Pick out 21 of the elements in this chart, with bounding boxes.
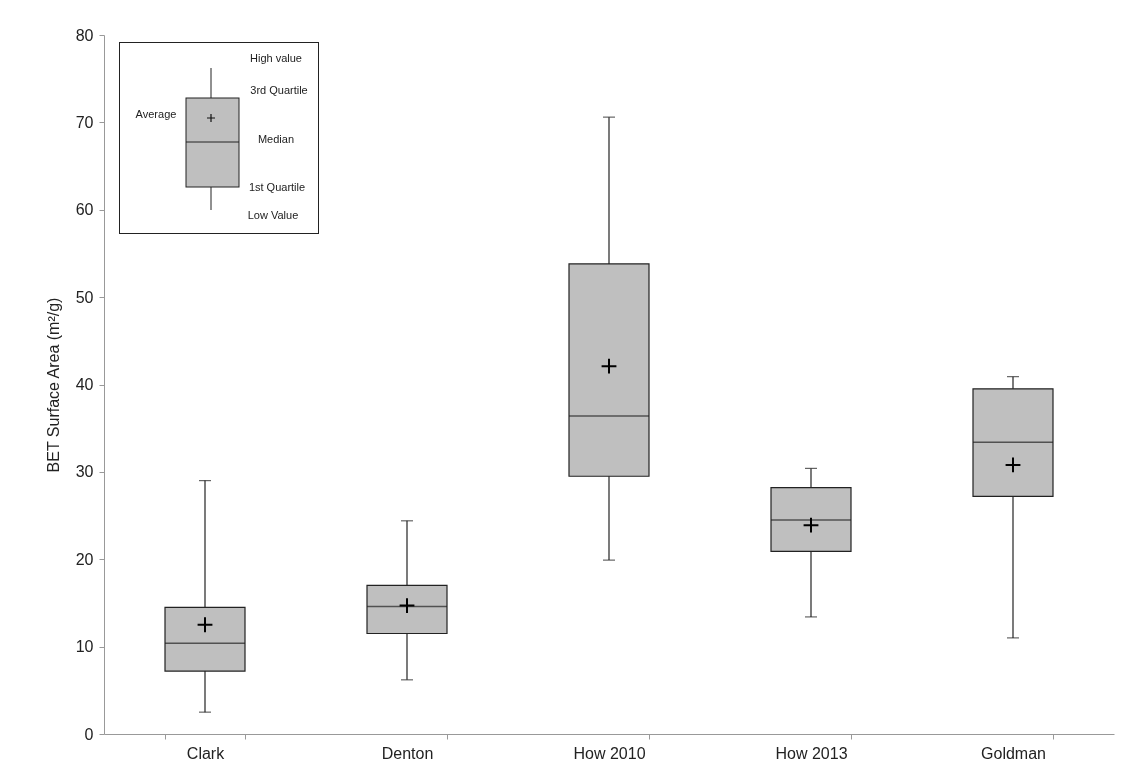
- x-tick-label: How 2010: [573, 744, 646, 762]
- y-tick-label: 20: [75, 550, 94, 568]
- x-tick-label: How 2013: [775, 744, 848, 762]
- y-tick-label: 70: [75, 113, 94, 131]
- x-tick-label: Denton: [381, 744, 434, 762]
- y-tick-label: 40: [75, 376, 94, 393]
- y-tick-label: 80: [75, 26, 94, 44]
- annotation: Average: [135, 108, 177, 120]
- annotation: Low Value: [247, 209, 299, 221]
- annotation: Median: [257, 133, 295, 145]
- annotation: High value: [250, 52, 302, 64]
- x-tick-label: Clark: [186, 744, 226, 762]
- y-tick-label: 10: [75, 638, 94, 656]
- y-tick-label: 60: [75, 201, 94, 219]
- y-tick-label: 50: [75, 288, 94, 306]
- annotation: 3rd Quartile: [250, 84, 308, 96]
- y-axis-title: BET Surface Area (m²/g): [44, 297, 62, 473]
- annotation: 1st Quartile: [248, 181, 306, 193]
- y-tick-label: 0: [84, 725, 94, 743]
- y-tick-label: 30: [75, 463, 94, 481]
- x-tick-label: Goldman: [981, 744, 1046, 762]
